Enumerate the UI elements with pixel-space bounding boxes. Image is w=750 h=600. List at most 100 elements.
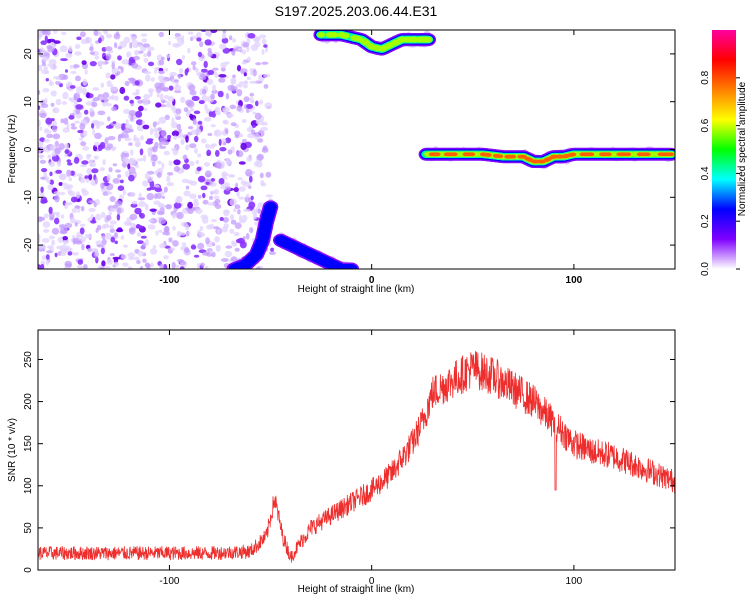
noise-blob: [146, 193, 155, 201]
noise-blob: [110, 236, 116, 243]
noise-blob: [205, 143, 210, 149]
noise-blob: [149, 248, 158, 255]
noise-blob: [115, 31, 120, 37]
noise-blob: [39, 216, 46, 221]
noise-blob: [200, 73, 206, 78]
noise-blob: [207, 132, 213, 137]
noise-blob: [94, 141, 100, 147]
noise-blob: [104, 137, 109, 145]
noise-blob: [39, 155, 44, 160]
noise-blob: [53, 191, 61, 196]
spectrogram-x-ticks: -100 0 100: [159, 30, 583, 286]
noise-blob: [147, 224, 156, 230]
noise-blob: [49, 171, 53, 177]
noise-blob: [136, 124, 145, 132]
noise-blob: [265, 171, 272, 178]
noise-blob: [180, 35, 185, 42]
noise-blob: [153, 127, 159, 133]
noise-blob: [125, 170, 129, 178]
noise-blob: [225, 128, 229, 135]
noise-blob: [48, 38, 56, 43]
noise-blob: [123, 127, 131, 134]
noise-blob: [174, 113, 181, 118]
noise-blob: [233, 187, 239, 193]
noise-blob: [44, 176, 49, 182]
trace-halo: [345, 270, 354, 275]
noise-blob: [47, 184, 54, 191]
noise-blob: [54, 252, 58, 258]
noise-blob: [235, 84, 241, 88]
noise-blob: [183, 107, 189, 113]
noise-blob: [144, 262, 150, 268]
noise-blob: [134, 207, 142, 215]
noise-blob: [234, 134, 240, 139]
noise-blob: [143, 53, 148, 58]
noise-blob: [109, 87, 118, 91]
noise-blob: [126, 51, 132, 58]
noise-blob: [155, 102, 162, 108]
noise-blob: [256, 266, 261, 269]
noise-blob: [163, 255, 170, 260]
noise-blob: [45, 78, 49, 82]
y-tick-label: 50: [23, 522, 34, 534]
noise-blob: [109, 253, 115, 257]
noise-blob: [196, 37, 202, 42]
noise-blob: [159, 243, 167, 249]
noise-blob: [148, 219, 154, 223]
noise-blob: [101, 260, 106, 267]
noise-blob: [92, 87, 100, 91]
noise-blob: [74, 44, 81, 49]
noise-blob: [108, 167, 113, 173]
noise-blob: [186, 230, 190, 237]
noise-blob: [134, 256, 140, 261]
noise-blob: [164, 225, 170, 233]
noise-blob: [231, 49, 236, 56]
noise-blob: [179, 266, 185, 269]
noise-blob: [195, 160, 200, 165]
noise-blob: [42, 30, 49, 36]
noise-blob: [144, 238, 149, 247]
noise-blob: [105, 232, 112, 240]
noise-blob: [51, 125, 58, 133]
colorbar-rect: [712, 30, 736, 269]
snr-frame: [37, 329, 676, 571]
noise-blob: [147, 46, 155, 51]
noise-blob: [75, 104, 84, 110]
noise-blob: [156, 92, 160, 98]
noise-blob: [158, 202, 164, 208]
noise-blob: [213, 195, 220, 200]
noise-blob: [189, 107, 195, 112]
noise-blob: [188, 84, 196, 92]
noise-blob: [105, 72, 111, 79]
noise-blob: [53, 30, 58, 34]
noise-blob: [242, 42, 249, 48]
noise-blob: [190, 37, 194, 41]
noise-blob: [257, 208, 262, 214]
noise-blob: [182, 163, 190, 170]
noise-blob: [130, 113, 134, 121]
noise-blob: [110, 74, 116, 80]
noise-blob: [97, 97, 106, 101]
noise-blob: [129, 100, 134, 104]
noise-blob: [209, 250, 213, 254]
noise-blob: [204, 104, 208, 110]
noise-blob: [213, 226, 220, 230]
noise-blob: [134, 80, 140, 86]
noise-blob: [108, 211, 113, 216]
noise-blob: [95, 228, 99, 233]
noise-blob: [215, 106, 221, 112]
noise-blob: [109, 220, 117, 225]
noise-blob: [223, 141, 227, 146]
noise-blob: [48, 59, 57, 66]
noise-blob: [121, 254, 127, 260]
noise-blob: [260, 182, 267, 187]
noise-blob: [149, 127, 154, 136]
noise-blob: [76, 36, 82, 41]
noise-blob: [122, 156, 129, 162]
noise-blob: [181, 55, 186, 60]
noise-blob: [39, 159, 47, 164]
noise-blob: [220, 67, 226, 72]
noise-blob: [156, 54, 163, 62]
noise-blob: [115, 169, 121, 173]
noise-blob: [197, 153, 202, 158]
